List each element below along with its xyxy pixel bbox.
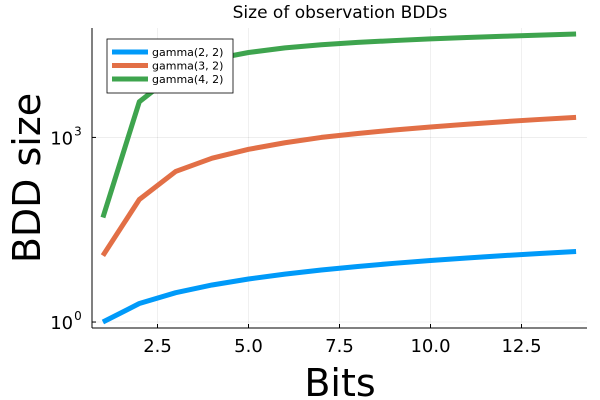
legend-label-0: gamma(2, 2) <box>152 46 223 59</box>
y-axis-label: BDD size <box>5 93 49 263</box>
y-tick-label-1: 103 <box>50 124 82 149</box>
chart-title: Size of observation BDDs <box>233 3 448 23</box>
y-tick-label-0: 100 <box>50 309 82 334</box>
legend-label-2: gamma(4, 2) <box>152 73 223 86</box>
series-line-0 <box>101 249 577 325</box>
y-tick-exponent-0: 0 <box>74 309 82 323</box>
x-ticks: 2.5 5.0 7.5 10.0 12.5 <box>143 324 542 357</box>
legend: gamma(2, 2)gamma(3, 2)gamma(4, 2) <box>106 38 234 94</box>
x-tick-label-3: 10.0 <box>410 336 450 357</box>
y-ticks: 100 103 <box>50 124 96 334</box>
x-tick-label-2: 7.5 <box>325 336 354 357</box>
x-tick-label-1: 5.0 <box>234 336 263 357</box>
y-tick-exponent-1: 3 <box>74 124 82 138</box>
legend-label-1: gamma(3, 2) <box>152 60 223 73</box>
x-axis-label: Bits <box>304 361 375 400</box>
series-line-1 <box>100 114 577 257</box>
x-tick-label-4: 12.5 <box>501 336 541 357</box>
x-tick-label-0: 2.5 <box>143 336 172 357</box>
